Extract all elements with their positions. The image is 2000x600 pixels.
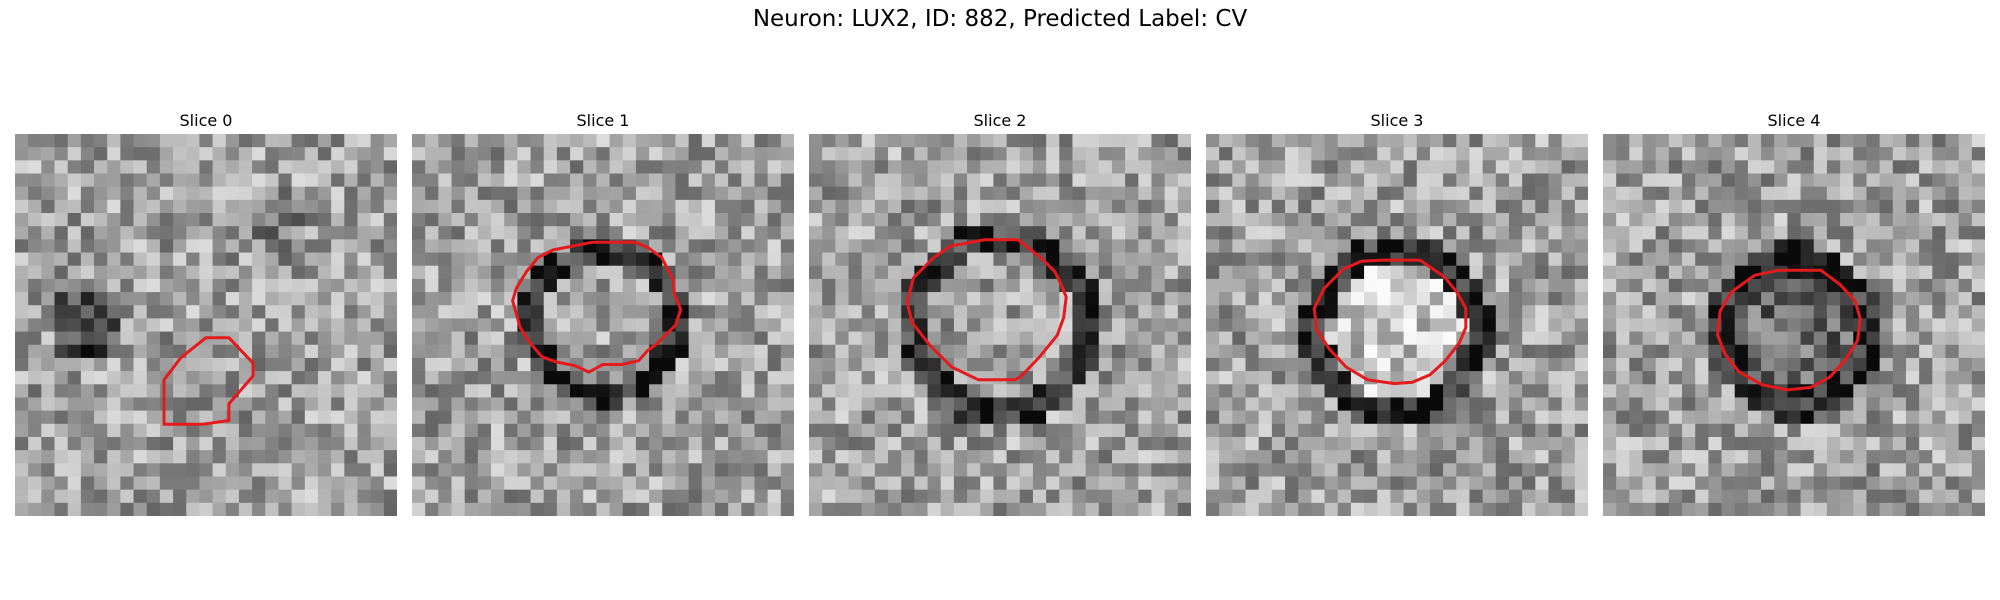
slice-image-2 [809, 134, 1191, 516]
slice-image-4 [1603, 134, 1985, 516]
roi-contour [1312, 258, 1468, 386]
roi-contour [905, 238, 1068, 382]
figure-title: Neuron: LUX2, ID: 882, Predicted Label: … [752, 6, 1248, 32]
slice-title-0: Slice 0 [179, 111, 233, 130]
roi-contour [162, 336, 255, 426]
slice-title-2: Slice 2 [973, 111, 1027, 130]
slice-title-3: Slice 3 [1370, 111, 1424, 130]
slice-panel-3: Slice 3 [1206, 108, 1588, 516]
slice-image-1 [412, 134, 794, 516]
slice-panel-2: Slice 2 [809, 108, 1191, 516]
slice-image-0 [15, 134, 397, 516]
roi-contour [1716, 268, 1862, 392]
roi-contour [511, 240, 683, 374]
slice-panel-4: Slice 4 [1603, 108, 1985, 516]
slice-image-3 [1206, 134, 1588, 516]
slice-title-1: Slice 1 [576, 111, 630, 130]
slice-panel-0: Slice 0 [15, 108, 397, 516]
slice-panel-1: Slice 1 [412, 108, 794, 516]
slice-title-4: Slice 4 [1767, 111, 1821, 130]
